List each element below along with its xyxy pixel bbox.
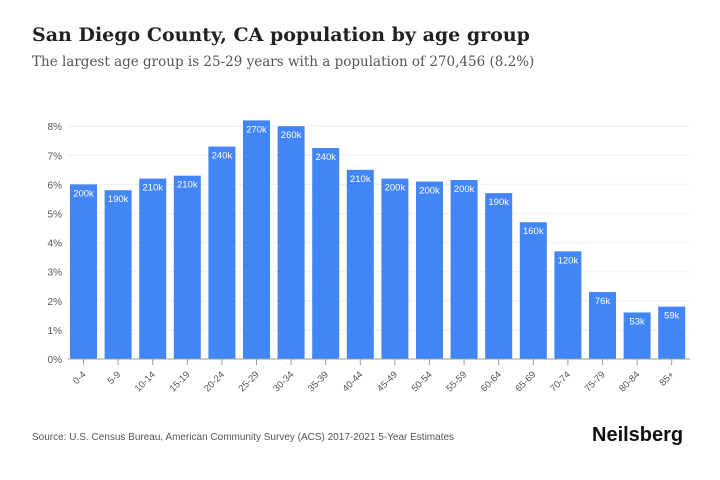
x-tick-label: 40-44 — [340, 369, 365, 394]
bar — [485, 193, 513, 359]
data-label: 190k — [108, 194, 129, 205]
y-tick-label: 7% — [48, 151, 63, 162]
data-label: 240k — [212, 151, 233, 162]
bar — [623, 312, 651, 359]
y-tick-label: 3% — [48, 268, 63, 279]
bar — [312, 148, 340, 359]
data-label: 200k — [385, 183, 406, 194]
bar — [589, 292, 616, 359]
y-tick-label: 6% — [48, 180, 63, 191]
x-tick-label: 80-84 — [617, 369, 642, 394]
bar — [346, 169, 374, 359]
data-label: 160k — [523, 226, 544, 237]
x-tick-label: 85+ — [658, 369, 677, 388]
data-label: 200k — [419, 185, 440, 196]
x-tick-label: 10-14 — [133, 369, 158, 394]
data-label: 200k — [454, 184, 475, 195]
neilsberg-logo: Neilsberg — [592, 424, 684, 446]
y-tick-label: 4% — [48, 239, 63, 250]
bar — [416, 181, 443, 359]
x-tick-label: 60-64 — [479, 369, 504, 394]
x-tick-label: 35-39 — [306, 369, 331, 394]
data-label: 120k — [558, 255, 579, 266]
bar — [554, 251, 582, 359]
x-tick-label: 70-74 — [548, 369, 573, 394]
x-tick-label: 25-29 — [237, 369, 262, 394]
x-tick-label: 50-54 — [410, 369, 435, 394]
data-label: 76k — [595, 296, 611, 307]
data-label: 260k — [281, 130, 302, 141]
bar — [519, 222, 547, 359]
x-tick-label: 30-34 — [271, 369, 296, 394]
chart-subtitle: The largest age group is 25-29 years wit… — [32, 54, 535, 70]
bar — [139, 178, 167, 359]
chart-title: San Diego County, CA population by age g… — [32, 24, 530, 46]
data-label: 210k — [142, 183, 163, 194]
bar — [70, 184, 97, 359]
y-tick-label: 8% — [48, 122, 63, 133]
data-label: 210k — [350, 174, 371, 185]
y-tick-label: 1% — [48, 326, 63, 337]
y-tick-label: 2% — [48, 297, 63, 308]
data-label: 200k — [73, 188, 94, 199]
bar — [208, 146, 236, 359]
y-tick-label: 5% — [48, 210, 63, 221]
data-label: 59k — [664, 311, 680, 322]
data-label: 240k — [315, 152, 336, 163]
data-label: 210k — [177, 180, 198, 191]
x-tick-label: 5-9 — [106, 369, 123, 386]
x-tick-label: 75-79 — [583, 369, 608, 394]
source-note: Source: U.S. Census Bureau, American Com… — [32, 432, 455, 443]
x-tick-label: 45-49 — [375, 369, 400, 394]
y-tick-label: 0% — [48, 355, 63, 366]
bar — [243, 120, 270, 359]
bar — [450, 180, 478, 359]
bar — [104, 190, 132, 359]
bar — [173, 175, 201, 359]
x-tick-label: 20-24 — [202, 369, 227, 394]
bar — [277, 126, 305, 359]
bar — [381, 178, 409, 359]
data-label: 190k — [488, 197, 509, 208]
x-tick-label: 55-59 — [444, 369, 469, 394]
bar — [658, 306, 686, 359]
x-tick-label: 15-19 — [167, 369, 192, 394]
data-label: 270k — [246, 124, 267, 135]
x-tick-label: 65-69 — [513, 369, 538, 394]
x-tick-label: 0-4 — [71, 369, 88, 386]
data-label: 53k — [629, 316, 645, 327]
